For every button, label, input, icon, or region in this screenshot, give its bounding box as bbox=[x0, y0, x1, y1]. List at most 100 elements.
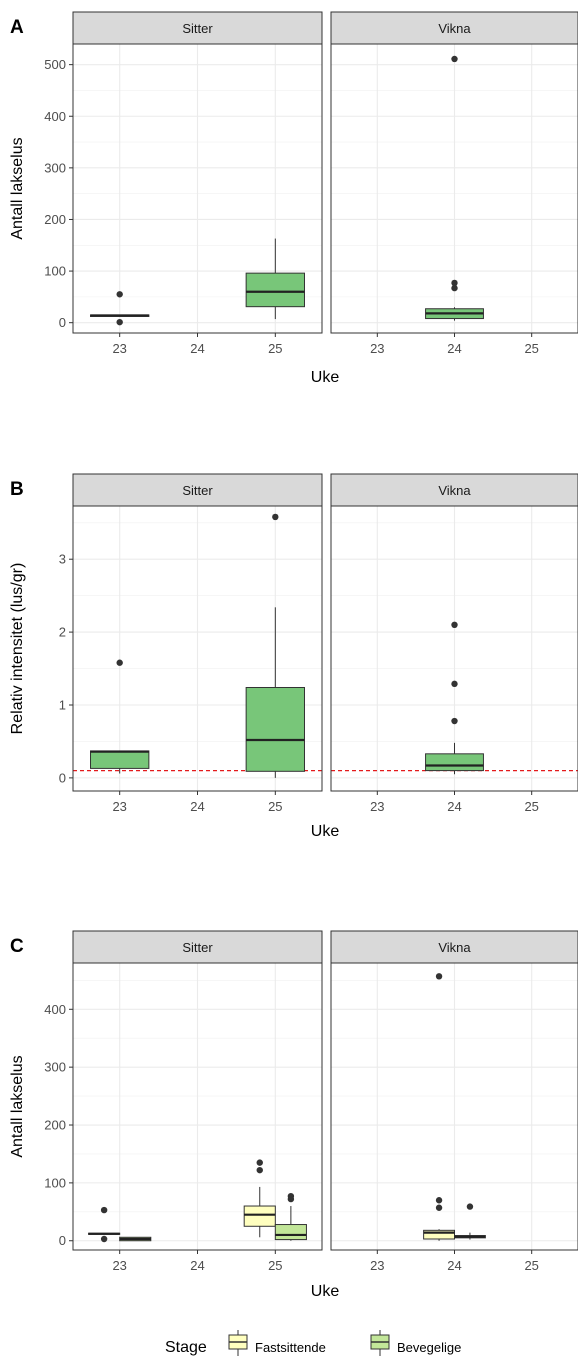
facet-strip bbox=[72, 930, 323, 964]
boxplot-24-fastsittende bbox=[423, 973, 455, 1241]
x-tick-label: 23 bbox=[112, 341, 126, 356]
y-tick-label: 0 bbox=[59, 1233, 66, 1248]
x-axis-title: Uke bbox=[311, 1283, 340, 1300]
facet-strip-label: Sitter bbox=[182, 483, 213, 498]
x-tick-label: 24 bbox=[190, 1258, 204, 1273]
outlier-point bbox=[451, 279, 458, 287]
facet-strip-label: Sitter bbox=[182, 940, 213, 955]
outlier-point bbox=[272, 513, 279, 521]
outlier-point bbox=[435, 1204, 443, 1211]
y-axis-title: Antall lakselus bbox=[9, 137, 26, 239]
outlier-point bbox=[466, 1203, 474, 1210]
y-tick-label: 300 bbox=[44, 1060, 66, 1075]
outlier-point bbox=[116, 659, 123, 666]
x-tick-label: 25 bbox=[524, 341, 538, 356]
x-tick-label: 23 bbox=[370, 799, 384, 814]
facet-strip-label: Sitter bbox=[182, 21, 213, 36]
x-tick-label: 25 bbox=[524, 1258, 538, 1273]
boxplot-25 bbox=[245, 238, 305, 320]
legend: Stage Fastsittende Bevegelige bbox=[165, 1330, 461, 1356]
boxplot-24 bbox=[425, 55, 484, 321]
y-axis-title: Antall lakselus bbox=[9, 1055, 26, 1157]
outlier-point bbox=[116, 291, 123, 298]
y-tick-label: 1 bbox=[59, 697, 66, 712]
x-tick-label: 25 bbox=[268, 341, 282, 356]
facet-vikna: Vikna 23 24 25 bbox=[330, 11, 578, 356]
boxplot-23 bbox=[90, 291, 150, 326]
panel-letter: A bbox=[10, 17, 24, 38]
boxplot-24 bbox=[425, 621, 484, 775]
box bbox=[245, 686, 305, 772]
outlier-point bbox=[435, 973, 443, 980]
outlier-point bbox=[256, 1166, 263, 1174]
box bbox=[274, 1224, 307, 1241]
box bbox=[243, 1205, 276, 1227]
x-axis-title: Uke bbox=[311, 369, 340, 386]
x-axis-title: Uke bbox=[311, 823, 340, 840]
y-tick-label: 2 bbox=[59, 625, 66, 640]
facet-strip bbox=[330, 930, 578, 964]
boxplot-25-bevegelige bbox=[274, 1192, 307, 1241]
legend-label: Bevegelige bbox=[397, 1340, 461, 1355]
facet-strip-label: Vikna bbox=[438, 940, 471, 955]
boxplot-24-bevegelige bbox=[454, 1203, 486, 1240]
y-tick-label: 400 bbox=[44, 1002, 66, 1017]
x-tick-label: 25 bbox=[524, 799, 538, 814]
outlier-point bbox=[451, 55, 458, 63]
x-tick-label: 23 bbox=[112, 799, 126, 814]
facet-vikna: Vikna 23 24 25 bbox=[330, 930, 578, 1273]
y-tick-label: 400 bbox=[44, 109, 66, 124]
x-tick-label: 24 bbox=[447, 1258, 461, 1273]
facet-vikna: Vikna 23 24 25 bbox=[330, 473, 578, 814]
boxplot-23-bevegelige bbox=[119, 1236, 152, 1242]
facet-strip bbox=[330, 473, 578, 507]
outlier-point bbox=[451, 680, 458, 688]
x-tick-label: 24 bbox=[447, 799, 461, 814]
y-tick-label: 3 bbox=[59, 552, 66, 567]
box bbox=[423, 1229, 455, 1240]
box bbox=[90, 750, 150, 769]
panel-letter: B bbox=[10, 479, 24, 500]
y-tick-label: 500 bbox=[44, 57, 66, 72]
boxplot-25 bbox=[245, 513, 305, 778]
legend-label: Fastsittende bbox=[255, 1340, 326, 1355]
x-tick-label: 24 bbox=[190, 341, 204, 356]
outlier-point bbox=[116, 318, 123, 326]
x-tick-label: 25 bbox=[268, 799, 282, 814]
box bbox=[425, 753, 484, 772]
facet-sitter: Sitter 23 24 25 0 100 200 300 400 500 bbox=[44, 11, 323, 356]
x-tick-label: 24 bbox=[447, 341, 461, 356]
x-tick-label: 25 bbox=[268, 1258, 282, 1273]
boxplot-23-fastsittende bbox=[88, 1206, 121, 1243]
legend-title: Stage bbox=[165, 1339, 207, 1356]
outlier-point bbox=[451, 284, 458, 292]
facet-strip bbox=[330, 11, 578, 45]
facet-strip-label: Vikna bbox=[438, 483, 471, 498]
box bbox=[245, 272, 305, 308]
y-axis-title: Relativ intensitet (lus/gr) bbox=[9, 563, 26, 735]
legend-key-bevegelige bbox=[370, 1330, 390, 1356]
x-tick-label: 24 bbox=[190, 799, 204, 814]
outlier-point bbox=[451, 621, 458, 629]
outlier-point bbox=[451, 717, 458, 725]
y-tick-label: 0 bbox=[59, 315, 66, 330]
facet-strip-label: Vikna bbox=[438, 21, 471, 36]
panel-C: C Sitter 23 24 25 0 100 200 300 400 Vikna 23 24 25 Uke… bbox=[9, 930, 578, 1300]
x-tick-label: 23 bbox=[370, 1258, 384, 1273]
facet-strip bbox=[72, 11, 323, 45]
outlier-point bbox=[435, 1197, 443, 1204]
y-tick-label: 100 bbox=[44, 1175, 66, 1190]
panel-letter: C bbox=[10, 936, 24, 957]
boxplot-25-fastsittende bbox=[243, 1159, 276, 1238]
y-tick-label: 100 bbox=[44, 264, 66, 279]
legend-key-fastsittende bbox=[228, 1330, 248, 1356]
y-tick-label: 200 bbox=[44, 212, 66, 227]
boxplot-23 bbox=[90, 659, 150, 774]
y-tick-label: 200 bbox=[44, 1118, 66, 1133]
x-tick-label: 23 bbox=[370, 341, 384, 356]
outlier-point bbox=[256, 1159, 263, 1166]
y-tick-label: 300 bbox=[44, 160, 66, 175]
x-tick-label: 23 bbox=[112, 1258, 126, 1273]
outlier-point bbox=[100, 1206, 108, 1214]
